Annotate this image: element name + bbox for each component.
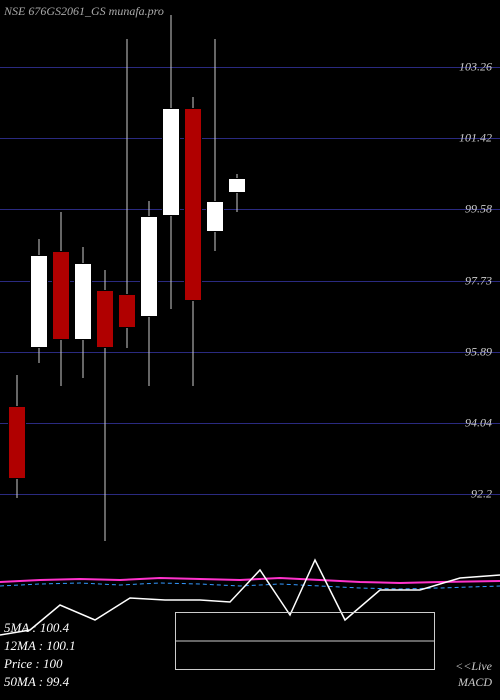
- candle-body: [228, 178, 246, 193]
- candle-body: [118, 294, 136, 329]
- candle-body: [184, 108, 202, 301]
- candle: [30, 239, 48, 363]
- price-level-line: [0, 494, 500, 495]
- ma-line-1: [0, 578, 500, 583]
- chart-container: NSE 676GS2061_GS munafa.pro 103.26 101.42…: [0, 0, 500, 700]
- candle-body: [8, 406, 26, 479]
- price-level-line: [0, 209, 500, 210]
- candle-body: [140, 216, 158, 316]
- candle-body: [74, 263, 92, 340]
- candle: [206, 39, 224, 251]
- price-level-label: 103.26: [459, 60, 492, 75]
- chart-title: NSE 676GS2061_GS munafa.pro: [4, 4, 164, 19]
- candle: [118, 39, 136, 348]
- candle: [162, 15, 180, 309]
- price-level-label: 99.58: [465, 202, 492, 217]
- candle: [140, 201, 158, 386]
- candle: [96, 270, 114, 540]
- macd-label: MACD: [458, 675, 492, 690]
- info-line: 12MA : 100.1: [4, 638, 76, 654]
- candle: [74, 247, 92, 378]
- info-line: Price : 100: [4, 656, 62, 672]
- live-label: <<Live: [455, 659, 492, 674]
- price-level-line: [0, 423, 500, 424]
- price-level-label: 92.2: [471, 487, 492, 502]
- candle-body: [52, 251, 70, 340]
- candle: [52, 212, 70, 386]
- price-level-line: [0, 138, 500, 139]
- candle-body: [162, 108, 180, 216]
- candle-body: [96, 290, 114, 348]
- price-level-label: 95.89: [465, 344, 492, 359]
- histogram-box: [175, 612, 435, 670]
- price-level-line: [0, 67, 500, 68]
- candle-body: [30, 255, 48, 348]
- candle: [228, 174, 246, 213]
- price-level-label: 101.42: [459, 131, 492, 146]
- info-line: 5MA : 100.4: [4, 620, 69, 636]
- candle: [184, 97, 202, 387]
- price-level-label: 97.73: [465, 273, 492, 288]
- price-level-label: 94.04: [465, 416, 492, 431]
- candle: [8, 375, 26, 499]
- ma-line-2: [0, 583, 500, 589]
- candle-body: [206, 201, 224, 232]
- info-line: 50MA : 99.4: [4, 674, 69, 690]
